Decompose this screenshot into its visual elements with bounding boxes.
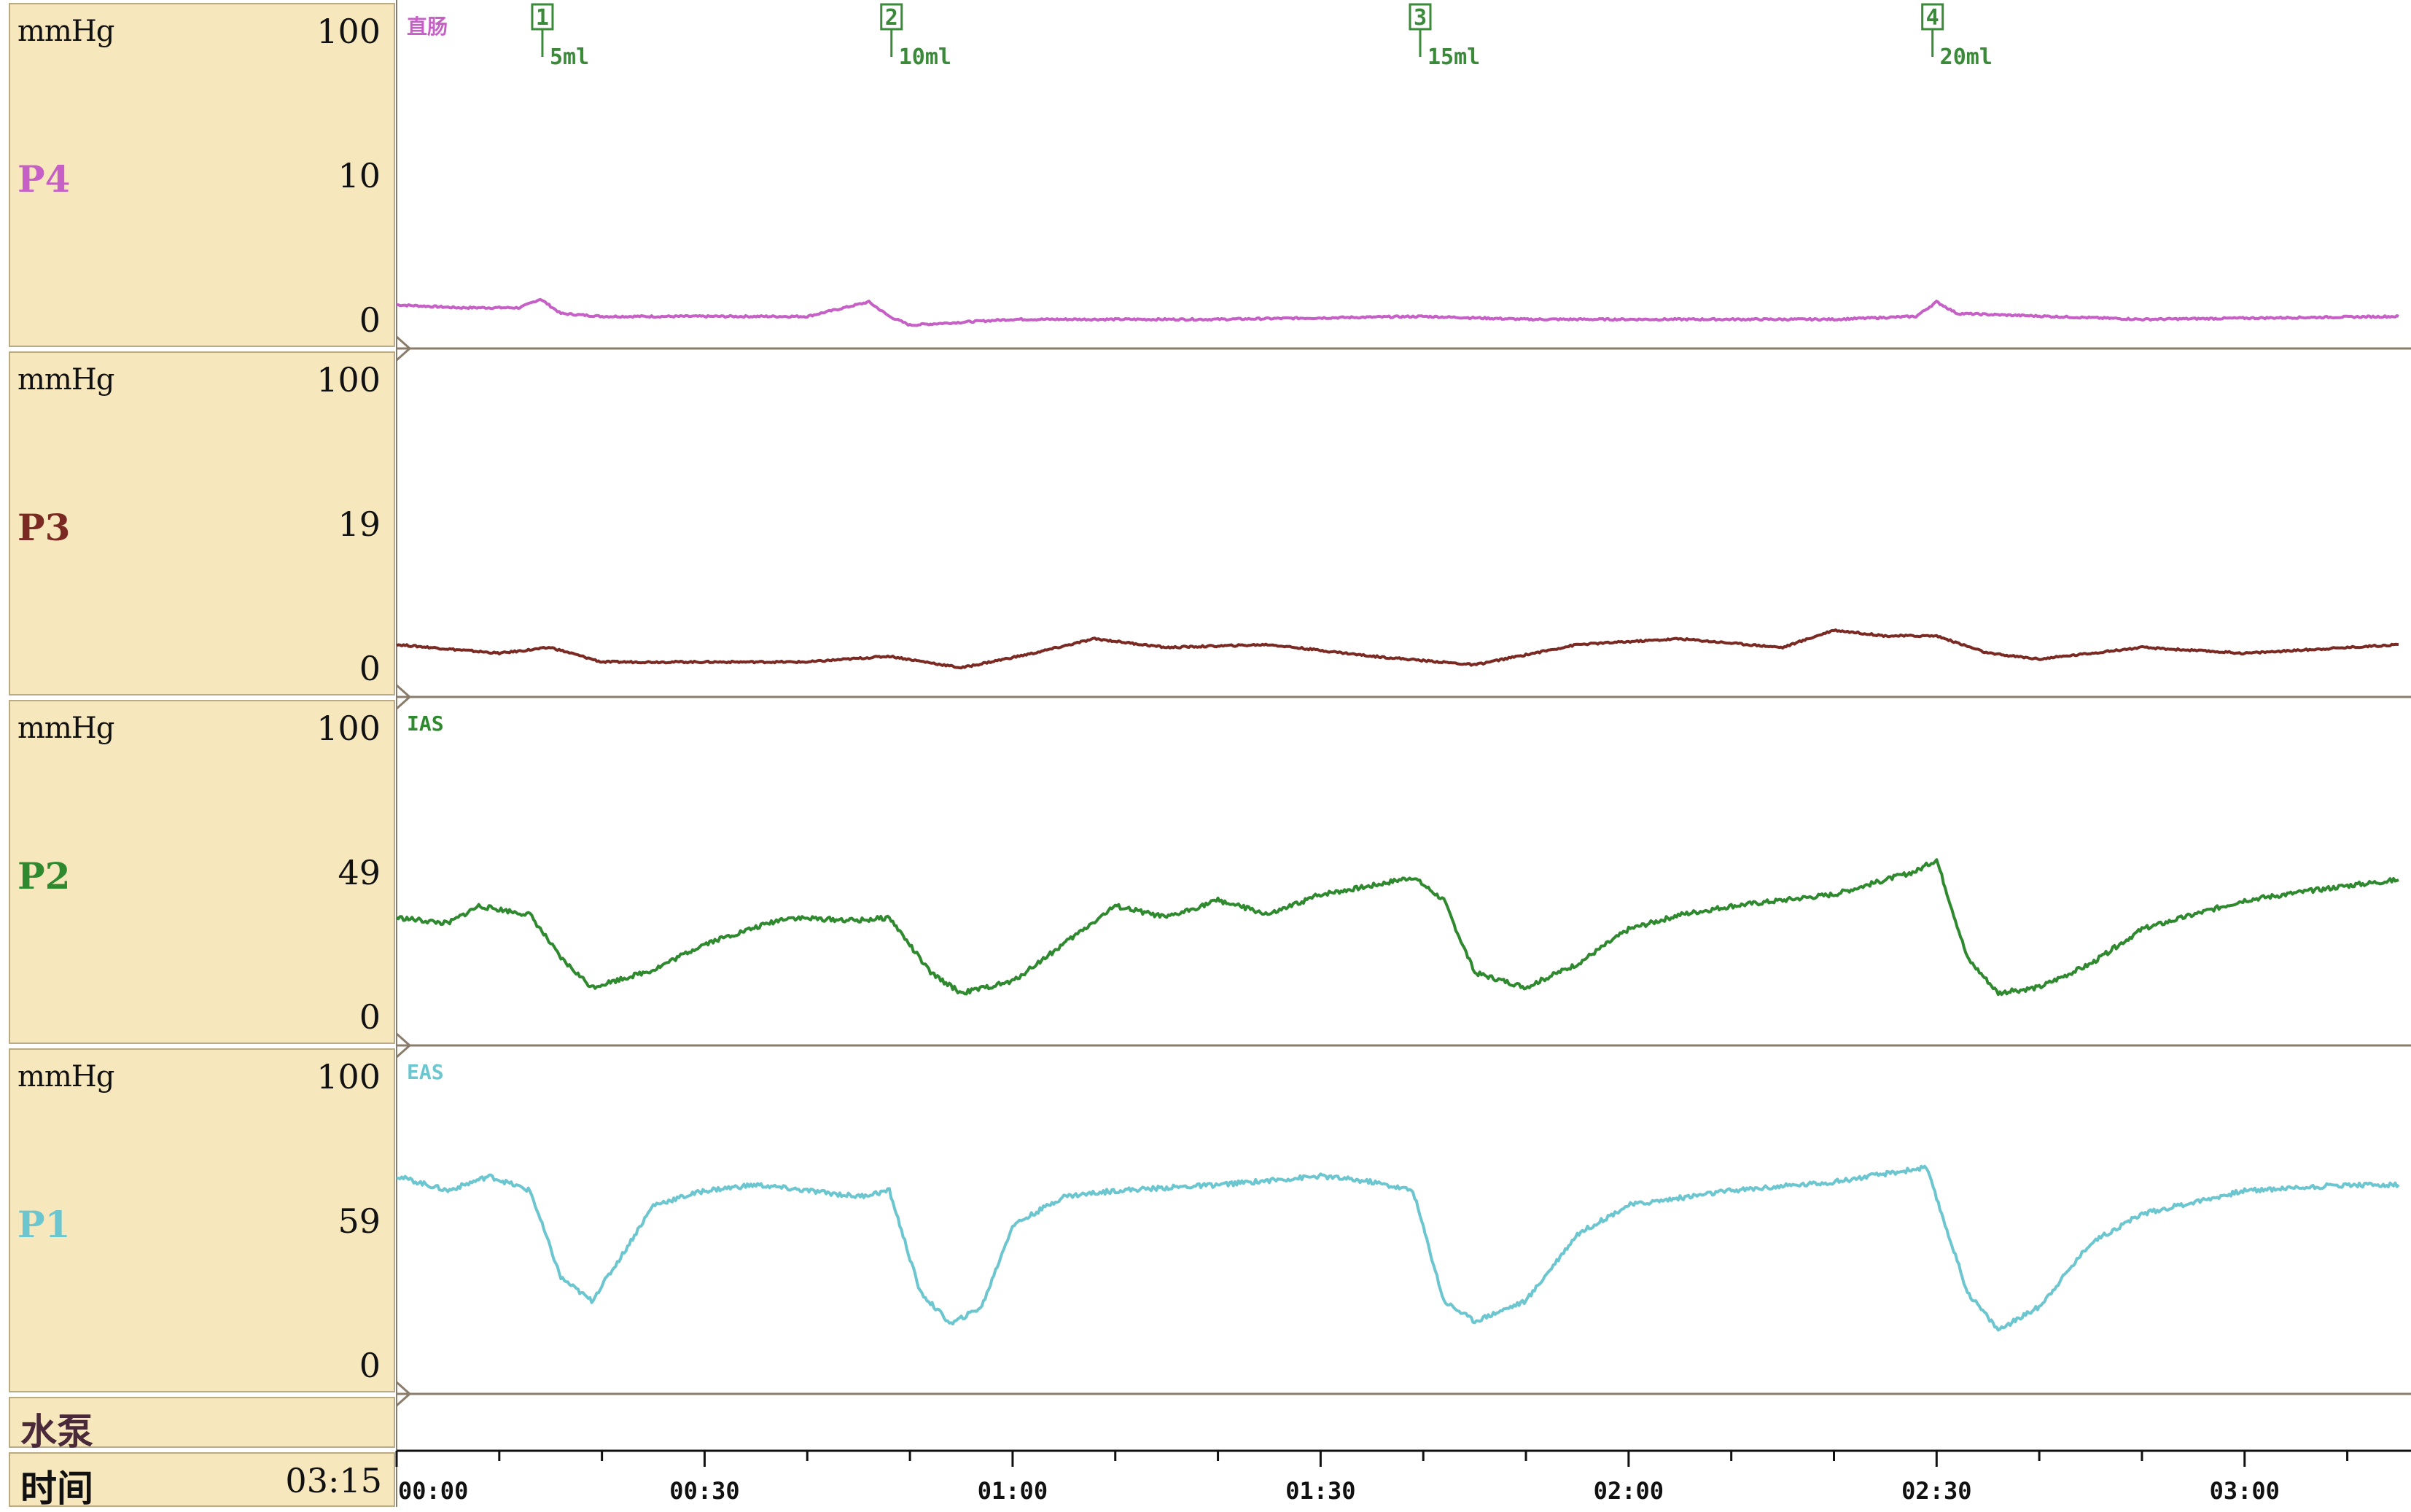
trace-p1 <box>396 1164 2400 1332</box>
baseline-arrow-icon <box>396 335 412 362</box>
trace-p2 <box>395 858 2399 997</box>
event-marker-volume: 5ml <box>550 44 589 70</box>
trace-p4 <box>397 297 2399 327</box>
scale-mid: 19 <box>338 504 381 544</box>
scale-mid: 59 <box>338 1201 381 1241</box>
event-marker-box[interactable] <box>880 3 903 31</box>
time-label: 时间 <box>20 1468 93 1510</box>
scale-min: 0 <box>359 300 381 340</box>
channel-tag-p2: IAS <box>407 712 444 736</box>
event-marker-volume: 10ml <box>899 44 951 70</box>
time-row: 时间 03:15 <box>9 1452 395 1510</box>
event-marker-volume: 20ml <box>1940 44 1993 70</box>
baseline-arrow-icon <box>396 684 412 710</box>
event-marker-number: 3 <box>1414 5 1427 31</box>
channel-panel-p3: mmHg 100 19 0 P3 <box>9 351 395 695</box>
event-marker-number: 1 <box>536 5 549 31</box>
baseline-arrow-icon <box>396 1381 412 1407</box>
scale-max: 100 <box>316 709 381 748</box>
baseline-arrow-icon <box>396 1032 412 1059</box>
trace-p3 <box>396 628 2399 670</box>
time-tick-label: 00:30 <box>669 1477 739 1505</box>
scale-max: 100 <box>316 360 381 400</box>
scale-min: 0 <box>359 997 381 1037</box>
time-tick-label: 00:00 <box>398 1477 468 1505</box>
pump-row: 水泵 <box>9 1397 395 1453</box>
channel-panel-p2: mmHg 100 49 0 P2 <box>9 700 395 1044</box>
event-marker-number: 4 <box>1926 5 1939 31</box>
scale-max: 100 <box>316 1057 381 1096</box>
scale-mid: 10 <box>338 156 381 195</box>
event-marker-volume: 15ml <box>1427 44 1480 70</box>
scale-min: 0 <box>359 649 381 688</box>
unit-label: mmHg <box>17 363 114 397</box>
scale-min: 0 <box>359 1346 381 1385</box>
channel-name-p4: P4 <box>17 157 71 200</box>
scale-mid: 49 <box>338 853 381 892</box>
unit-label: mmHg <box>17 1060 114 1094</box>
channel-name-p2: P2 <box>17 854 71 897</box>
time-value: 03:15 <box>285 1461 382 1500</box>
channel-tag-p1: EAS <box>407 1060 444 1084</box>
pump-label: 水泵 <box>20 1411 93 1453</box>
time-tick-label: 03:00 <box>2210 1477 2280 1505</box>
channel-panel-p1: mmHg 100 59 0 P1 <box>9 1048 395 1392</box>
event-marker-box[interactable] <box>1921 3 1944 31</box>
channel-panel-p4: mmHg 100 10 0 P4 <box>9 3 395 347</box>
time-tick-label: 02:00 <box>1594 1477 1664 1505</box>
time-tick-label: 01:00 <box>978 1477 1048 1505</box>
channel-tag-p4: 直肠 <box>407 15 448 39</box>
time-tick-label: 02:30 <box>1901 1477 1971 1505</box>
time-tick-label: 01:30 <box>1285 1477 1355 1505</box>
channel-name-p1: P1 <box>17 1203 71 1246</box>
event-marker-number: 2 <box>885 5 898 31</box>
unit-label: mmHg <box>17 15 114 48</box>
event-marker[interactable]: 15ml <box>531 3 589 70</box>
unit-label: mmHg <box>17 712 114 745</box>
scale-max: 100 <box>316 12 381 51</box>
channel-name-p3: P3 <box>17 506 71 549</box>
